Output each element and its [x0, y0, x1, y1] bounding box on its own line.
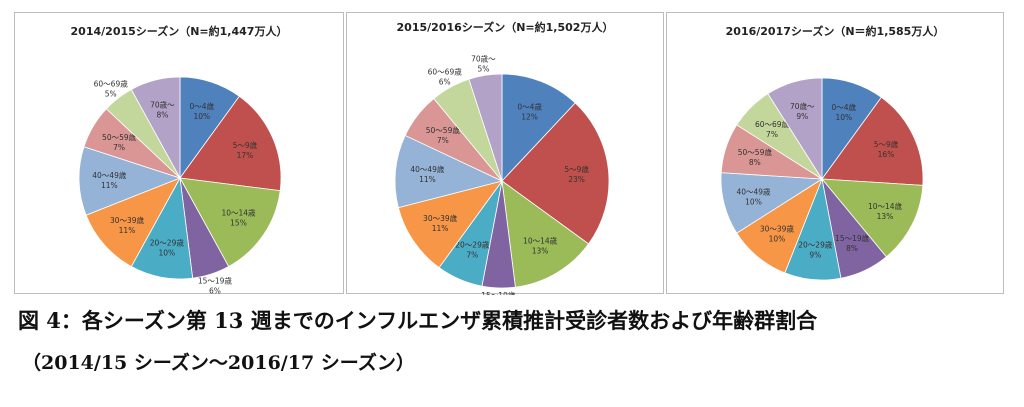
chart-title: 2016/2017シーズン（N＝約1,585万人） — [725, 25, 945, 38]
slice-category-label: 40～49歳 — [92, 170, 127, 180]
pie-panel-2014-2015: 2014/2015シーズン（N=約1,447万人） 0～4歳 10% 5～9歳 17%… — [14, 12, 344, 296]
pie-chart: 0～4歳10%5～9歳16%10～14歳13%15～19歳8%20～29歳9%3… — [720, 77, 924, 281]
slice-percent-label: 7% — [113, 143, 125, 152]
slice-percent-label: 9% — [809, 250, 821, 259]
slice-category-label: 10～14歳 — [868, 201, 903, 211]
pie-slice — [85, 177, 181, 268]
slice-percent-label: 12% — [521, 112, 538, 121]
pie-chart: 0～4歳12%5～9歳23%10～14歳13%15～19歳5%20～29歳7%3… — [394, 54, 610, 295]
slice-percent-label: 5% — [477, 65, 489, 74]
slice-category-label: 10～14歳 — [221, 208, 256, 218]
slice-percent-label: 8% — [156, 111, 168, 120]
slice-percent-label: 11% — [101, 181, 118, 190]
pie-slice — [821, 178, 924, 258]
pie-slice — [468, 73, 503, 182]
pie-slice — [501, 102, 610, 245]
slice-percent-label: 16% — [878, 150, 895, 159]
slice-category-label: 60～69歳 — [94, 79, 129, 89]
slice-category-label: 40～49歳 — [736, 187, 771, 197]
figure-caption: 図 4：各シーズン第 13 週までのインフルエンザ累積推計受診者数および年齢群割… — [18, 308, 818, 333]
slice-percent-label: 7% — [437, 136, 449, 145]
slice-category-label: 50～59歳 — [426, 125, 461, 135]
slice-percent-label: 13% — [532, 247, 549, 256]
slice-category-label: 0～4歳 — [190, 101, 215, 111]
slice-percent-label: 7% — [766, 130, 778, 139]
slice-category-label: 5～9歳 — [874, 139, 899, 149]
slice-category-label: 10～14歳 — [523, 236, 558, 246]
chart-title: 2015/2016シーズン（N=約1,502万人） — [396, 21, 614, 34]
slice-percent-label: 8% — [846, 244, 858, 253]
slice-percent-label: 7% — [466, 251, 478, 260]
slice-percent-label: 6% — [439, 78, 451, 87]
slice-category-label: 0～4歳 — [832, 102, 857, 112]
slice-category-label: 50～59歳 — [102, 132, 137, 142]
slice-percent-label: 13% — [877, 212, 894, 221]
slice-category-label: 20～29歳 — [150, 237, 185, 247]
slice-category-label: 15～19歳 — [198, 276, 233, 286]
pie-slice — [130, 76, 181, 179]
pie-slice — [179, 95, 282, 192]
slice-category-label: 40～49歳 — [410, 164, 445, 174]
figure-caption-subtitle: （2014/15 シーズン〜2016/17 シーズン） — [22, 352, 415, 374]
slice-percent-label: 11% — [419, 175, 436, 184]
slice-category-label: 20～29歳 — [798, 239, 833, 249]
slice-percent-label: 9% — [796, 112, 808, 121]
slice-category-label: 30～39歳 — [423, 213, 458, 223]
slice-category-label: 15～19歳 — [481, 290, 516, 295]
pie-slice — [394, 134, 504, 209]
slice-category-label: 15～19歳 — [835, 233, 870, 243]
slice-category-label: 0～4歳 — [517, 101, 542, 111]
pie-slice — [501, 180, 590, 288]
slice-category-label: 30～39歳 — [760, 224, 795, 234]
pie-panel-2015-2016: 2015/2016シーズン（N=約1,502万人） 0～4歳 12% 5～9歳 23%… — [346, 12, 664, 295]
slice-percent-label: 8% — [749, 158, 761, 167]
slice-percent-label: 10% — [769, 235, 786, 244]
slice-percent-label: 17% — [237, 151, 254, 160]
pie-slice — [78, 146, 182, 216]
slice-category-label: 60～69歳 — [755, 119, 790, 129]
slice-percent-label: 10% — [193, 112, 210, 121]
pie-slice — [821, 96, 924, 186]
slice-percent-label: 15% — [230, 219, 247, 228]
slice-percent-label: 10% — [158, 248, 175, 257]
slice-category-label: 70歳～ — [790, 101, 815, 111]
slice-category-label: 70歳～ — [471, 54, 496, 64]
slice-percent-label: 10% — [835, 113, 852, 122]
slice-percent-label: 23% — [568, 175, 585, 184]
pie-slice — [179, 177, 281, 268]
slice-percent-label: 6% — [209, 287, 221, 296]
pie-slice — [767, 77, 823, 181]
slice-percent-label: 5% — [105, 90, 117, 99]
slice-category-label: 60～69歳 — [428, 67, 463, 77]
pie-chart: 0～4歳10%5～9歳17%10～14歳15%15～19歳6%20～29歳10%… — [78, 76, 282, 296]
slice-percent-label: 10% — [745, 198, 762, 207]
pie-panel-2016-2017: 2016/2017シーズン（N＝約1,585万人） 0～4歳 10% 5～9歳 16%… — [666, 12, 1004, 294]
slice-category-label: 20～29歳 — [455, 240, 490, 250]
slice-percent-label: 11% — [432, 224, 449, 233]
slice-category-label: 70歳～ — [150, 100, 175, 110]
slice-category-label: 5～9歳 — [233, 140, 258, 150]
slice-category-label: 50～59歳 — [738, 147, 773, 157]
pie-slice — [501, 73, 576, 183]
slice-category-label: 5～9歳 — [564, 164, 589, 174]
slice-category-label: 30～39歳 — [110, 215, 145, 225]
chart-title: 2014/2015シーズン（N=約1,447万人） — [70, 25, 288, 38]
slice-percent-label: 11% — [119, 226, 136, 235]
pie-slice — [397, 180, 503, 269]
